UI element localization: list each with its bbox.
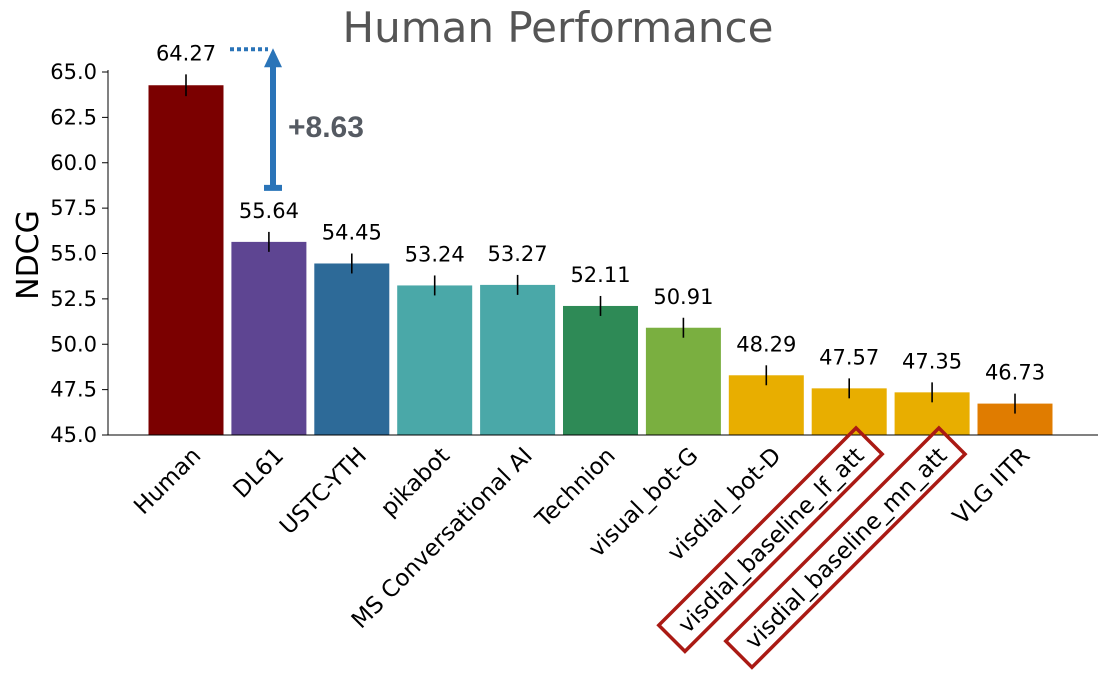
y-tick-label: 45.0 xyxy=(50,423,97,447)
value-label: 64.27 xyxy=(156,41,216,65)
gain-arrow-head xyxy=(264,48,282,68)
x-tick-label: DL61 xyxy=(228,443,289,504)
error-bars xyxy=(185,74,1016,414)
gain-annotation: +8.63 xyxy=(230,47,364,191)
gain-label: +8.63 xyxy=(288,111,364,144)
y-axis-ticks: 45.0 47.5 50.0 52.5 55.0 57.5 60.0 62.5 65.0 xyxy=(50,60,108,447)
value-label: 48.29 xyxy=(736,332,796,356)
value-label: 55.64 xyxy=(239,199,299,223)
bar xyxy=(397,285,473,435)
bar xyxy=(480,284,556,435)
y-tick-label: 62.5 xyxy=(50,105,97,129)
value-label: 47.57 xyxy=(819,345,879,369)
chart-title: Human Performance xyxy=(343,3,774,52)
value-label: 54.45 xyxy=(322,221,382,245)
highlight-box xyxy=(656,425,885,654)
value-label: 47.35 xyxy=(902,349,962,373)
value-labels: 64.27 55.64 54.45 53.24 53.27 52.11 50.91 48.29… xyxy=(156,41,1045,384)
x-tick-label: pikabot xyxy=(376,443,455,522)
bar xyxy=(148,85,224,435)
bar xyxy=(645,327,721,435)
bar xyxy=(563,305,638,435)
x-tick-group: Human xyxy=(129,443,206,520)
y-tick-label: 52.5 xyxy=(50,287,97,311)
y-tick-label: 50.0 xyxy=(50,332,97,356)
y-tick-label: 65.0 xyxy=(50,60,97,84)
y-axis-label: NDCG xyxy=(11,210,46,300)
value-label: 52.11 xyxy=(570,263,630,287)
x-tick-group: pikabot xyxy=(376,443,455,522)
value-label: 46.73 xyxy=(985,361,1045,385)
x-tick-label: Human xyxy=(129,443,206,520)
y-tick-label: 60.0 xyxy=(50,151,97,175)
x-tick-label: USTC-YTH xyxy=(275,443,372,540)
y-tick-label: 57.5 xyxy=(50,196,97,220)
value-label: 53.27 xyxy=(488,242,548,266)
x-tick-group: DL61 xyxy=(228,443,289,504)
value-label: 50.91 xyxy=(653,285,713,309)
value-label: 53.24 xyxy=(405,242,465,266)
y-tick-label: 55.0 xyxy=(50,242,97,266)
bar xyxy=(314,263,390,435)
bars xyxy=(148,85,1053,435)
x-tick-group: USTC-YTH xyxy=(275,443,372,540)
y-tick-label: 47.5 xyxy=(50,378,97,402)
highlight-box xyxy=(723,425,968,670)
bar xyxy=(231,241,307,435)
